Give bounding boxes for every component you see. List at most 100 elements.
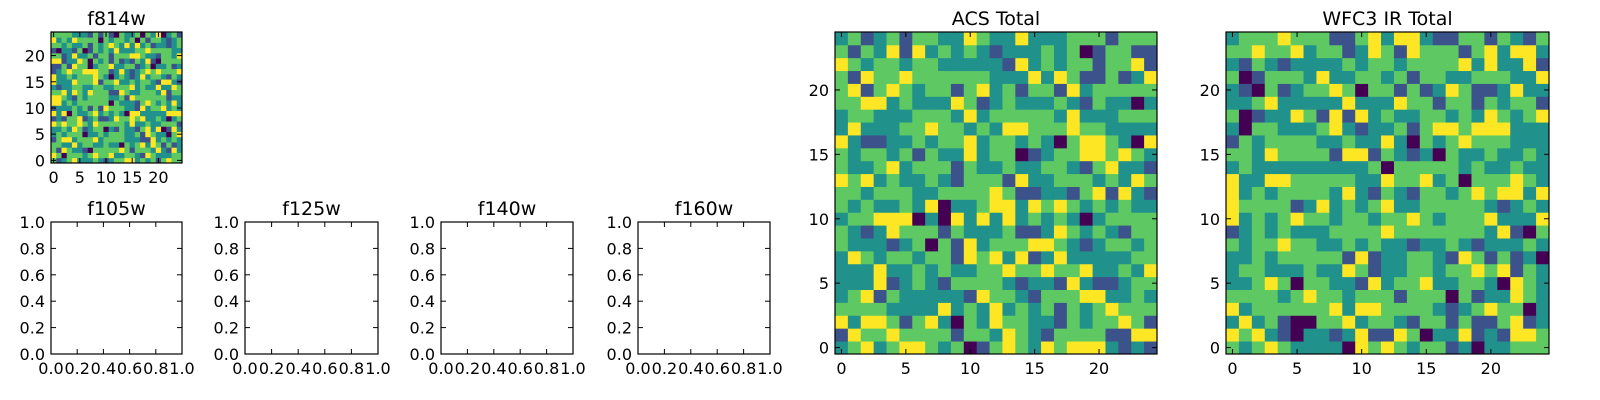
- y-tick-label: 0.0: [607, 345, 632, 364]
- heatmap-cell: [1053, 122, 1068, 136]
- heatmap-cell: [1381, 225, 1395, 239]
- heatmap-cell: [886, 225, 900, 239]
- heatmap-cell: [1484, 96, 1498, 110]
- y-tick-label: 0.8: [607, 239, 632, 258]
- heatmap-cell: [161, 94, 167, 101]
- heatmap-cell: [1066, 147, 1081, 162]
- heatmap-cell: [1368, 109, 1382, 123]
- heatmap-cell: [1066, 328, 1081, 342]
- heatmap-cell: [119, 84, 125, 91]
- heatmap-cell: [1510, 32, 1524, 46]
- heatmap-cell: [56, 157, 62, 164]
- heatmap-cell: [129, 79, 136, 85]
- heatmap-cell: [108, 121, 115, 127]
- heatmap-cell: [119, 105, 125, 111]
- heatmap-cell: [1419, 32, 1434, 46]
- heatmap-cell: [171, 84, 178, 91]
- heatmap-cell: [1290, 199, 1304, 213]
- heatmap-cell: [976, 83, 990, 97]
- heatmap-cell: [1458, 122, 1472, 136]
- heatmap-cell: [1079, 70, 1093, 84]
- heatmap-cell: [1368, 302, 1382, 316]
- heatmap-cell: [1264, 212, 1279, 226]
- heatmap-cell: [1419, 238, 1434, 252]
- heatmap-cell: [1342, 122, 1356, 136]
- heatmap-cell: [1066, 186, 1081, 200]
- heatmap-cell: [1118, 135, 1132, 149]
- heatmap-cell: [1092, 44, 1106, 59]
- heatmap-cell: [61, 73, 68, 80]
- x-tick-label: 1.0: [169, 359, 194, 378]
- heatmap-cell: [1368, 147, 1382, 162]
- heatmap-cell: [847, 32, 862, 46]
- heatmap-cell: [140, 110, 146, 117]
- heatmap-cell: [1277, 70, 1291, 84]
- heatmap-cell: [176, 47, 183, 54]
- heatmap-cell: [1484, 135, 1498, 149]
- heatmap-cell: [1536, 212, 1550, 226]
- heatmap-cell: [1118, 238, 1132, 252]
- heatmap-cell: [1329, 70, 1343, 84]
- heatmap-cell: [98, 147, 104, 153]
- heatmap-cell: [92, 73, 99, 80]
- heatmap-cell: [1066, 238, 1081, 252]
- heatmap-cell: [166, 89, 172, 96]
- heatmap-cell: [92, 157, 99, 164]
- heatmap-cell: [989, 109, 1003, 123]
- heatmap-cell: [899, 199, 913, 213]
- heatmap-cell: [1497, 315, 1511, 329]
- heatmap-cell: [1238, 341, 1253, 355]
- heatmap-cell: [87, 89, 94, 96]
- heatmap-cell: [113, 89, 120, 96]
- heatmap-cell: [134, 52, 141, 59]
- heatmap-cell: [1316, 44, 1330, 59]
- heatmap-cell: [1131, 32, 1145, 46]
- heatmap-cell: [1329, 173, 1343, 187]
- heatmap-cell: [92, 136, 99, 143]
- heatmap-cell: [119, 32, 125, 38]
- heatmap-cell: [1484, 32, 1498, 46]
- heatmap-cell: [912, 302, 926, 316]
- heatmap-cell: [1497, 96, 1511, 110]
- heatmap-cell: [1015, 328, 1029, 342]
- heatmap-cell: [1277, 96, 1291, 110]
- heatmap-cell: [161, 63, 167, 70]
- heatmap-cell: [976, 276, 990, 290]
- heatmap-cell: [1079, 173, 1093, 187]
- y-tick-label: 0: [1210, 339, 1220, 358]
- heatmap-cell: [1497, 276, 1511, 290]
- heatmap-cell: [1053, 250, 1068, 265]
- heatmap-cell: [119, 68, 125, 75]
- heatmap-cell: [166, 47, 172, 54]
- heatmap-cell: [1238, 57, 1253, 72]
- heatmap-cell: [1251, 276, 1266, 290]
- heatmap-cell: [98, 105, 104, 111]
- heatmap-cell: [1028, 238, 1042, 252]
- heatmap-cell: [1066, 289, 1081, 303]
- heatmap-cell: [134, 63, 141, 70]
- y-tick-label: 0.2: [607, 319, 632, 338]
- heatmap-cell: [171, 152, 178, 159]
- heatmap-cell: [155, 131, 162, 138]
- heatmap-cell: [1066, 44, 1081, 59]
- heatmap-cell: [119, 94, 125, 101]
- heatmap-cell: [82, 105, 89, 111]
- heatmap-cell: [1393, 341, 1408, 355]
- y-tick-label: 1.0: [20, 213, 45, 232]
- heatmap-cell: [873, 302, 887, 316]
- heatmap-cell: [989, 199, 1003, 213]
- heatmap-cell: [1290, 263, 1304, 278]
- heatmap-cell: [976, 70, 990, 84]
- y-tick-label: 0.4: [410, 292, 435, 311]
- heatmap-cell: [61, 115, 68, 122]
- heatmap-cell: [71, 100, 78, 106]
- heatmap-cell: [98, 94, 104, 101]
- heatmap-cell: [1484, 109, 1498, 123]
- heatmap-cell: [92, 42, 99, 49]
- heatmap-cell: [155, 63, 162, 70]
- heatmap-cell: [108, 63, 115, 70]
- x-tick-label: 0.0: [232, 359, 257, 378]
- heatmap-cell: [1510, 263, 1524, 278]
- heatmap-cell: [161, 126, 167, 132]
